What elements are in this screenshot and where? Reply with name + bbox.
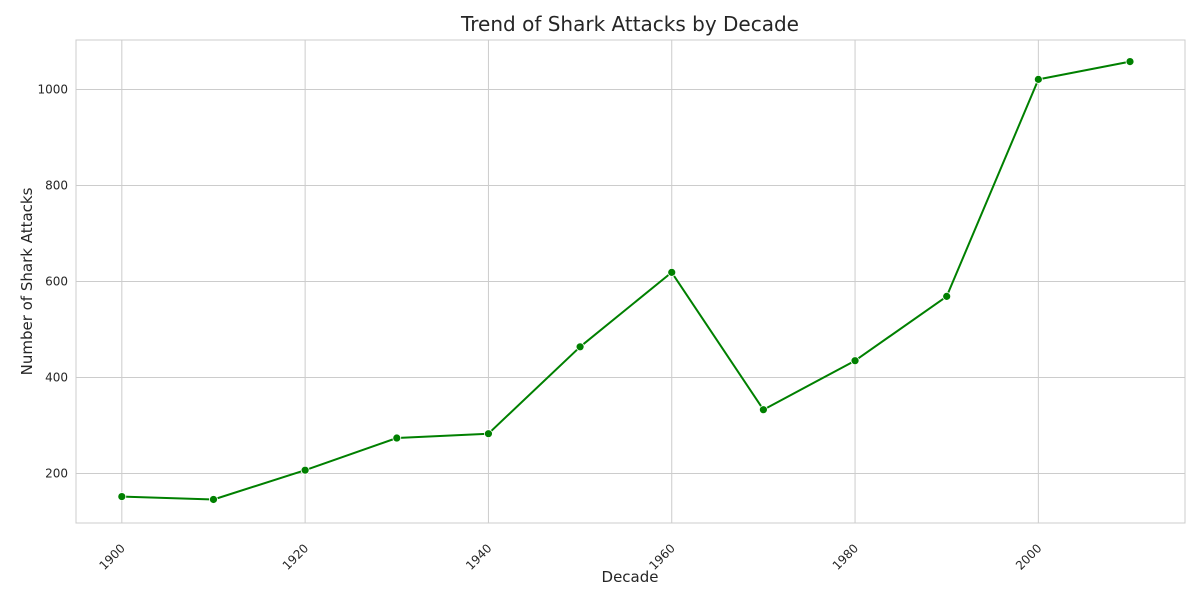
chart-title: Trend of Shark Attacks by Decade [460, 12, 799, 36]
data-point [758, 405, 768, 415]
y-tick-label: 800 [45, 178, 68, 192]
data-point [484, 429, 493, 439]
data-point [117, 492, 127, 501]
data-point [942, 291, 952, 301]
grid [76, 40, 1185, 523]
series-line [121, 60, 1131, 501]
y-tick-label: 1000 [37, 82, 68, 96]
y-axis-label: Number of Shark Attacks [18, 187, 36, 375]
x-axis-label: Decade [602, 568, 659, 586]
data-point [209, 495, 218, 504]
data-point [1033, 74, 1043, 84]
data-point [300, 465, 310, 475]
data-point [850, 356, 860, 366]
data-point [575, 342, 585, 352]
x-tick-label: 1980 [830, 541, 861, 572]
x-tick-label: 1940 [463, 541, 494, 572]
y-tick-label: 600 [45, 275, 68, 289]
y-tick-label: 200 [45, 467, 68, 481]
x-tick-label: 1920 [280, 541, 311, 572]
y-axis: 200 400 600 800 1000 [37, 82, 68, 480]
x-tick-label: 2000 [1013, 541, 1044, 572]
x-tick-label: 1900 [96, 541, 127, 572]
data-point [1125, 57, 1135, 67]
data-point [667, 267, 677, 277]
y-tick-label: 400 [45, 371, 68, 385]
plot-frame [75, 39, 1186, 524]
data-point [392, 433, 402, 443]
x-axis: 1900 1920 1940 1960 1980 2000 [96, 541, 1044, 572]
series-layer [117, 57, 1135, 504]
